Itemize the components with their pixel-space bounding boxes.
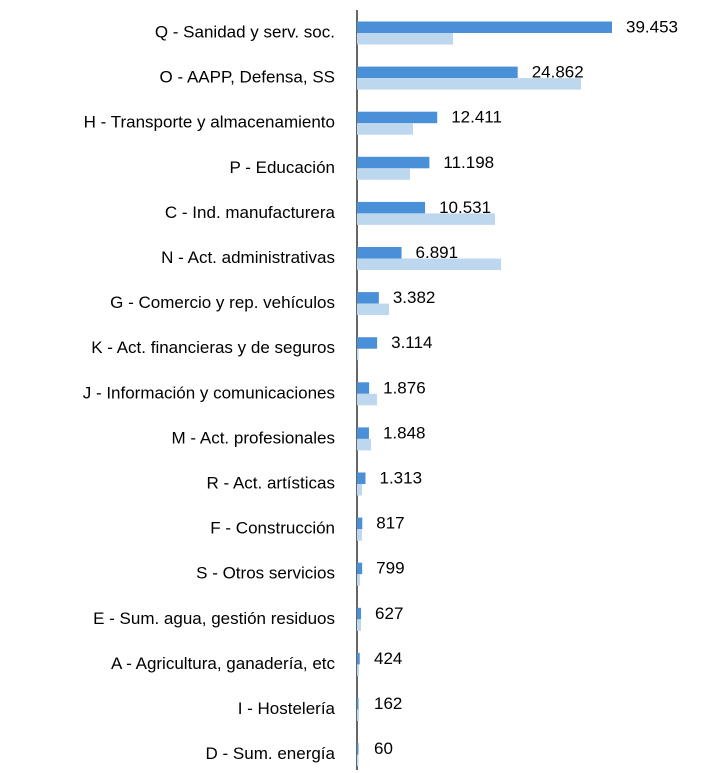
- bar: [357, 529, 362, 541]
- category-label: F - Construcción: [210, 519, 335, 538]
- bar: [357, 698, 359, 710]
- category-label: A - Agricultura, ganadería, etc: [111, 654, 335, 673]
- bar: [357, 562, 363, 575]
- bar: [357, 393, 377, 406]
- bar: [357, 258, 502, 270]
- bar: [357, 348, 359, 361]
- value-label: 3.382: [393, 288, 436, 307]
- category-label: C - Ind. manufacturera: [165, 203, 336, 222]
- bar: [357, 201, 426, 214]
- bar: [357, 619, 362, 631]
- bar: [357, 754, 359, 767]
- value-label: 39.453: [626, 17, 678, 36]
- bar: [357, 382, 370, 394]
- category-label: S - Otros servicios: [196, 564, 335, 583]
- category-label: D - Sum. energía: [206, 744, 336, 763]
- bar: [357, 292, 379, 304]
- bar: [357, 156, 430, 169]
- bar: [357, 574, 360, 586]
- value-label: 799: [376, 559, 404, 578]
- bar: [357, 337, 378, 349]
- value-label: 24.862: [532, 63, 584, 82]
- bar: [357, 303, 389, 316]
- value-label: 11.198: [443, 153, 494, 172]
- value-label: 1.876: [383, 378, 426, 397]
- value-label: 1.848: [383, 423, 426, 442]
- category-label: R - Act. artísticas: [207, 473, 335, 492]
- category-label: I - Hostelería: [238, 699, 336, 718]
- category-label: M - Act. profesionales: [172, 428, 335, 447]
- value-label: 627: [375, 604, 403, 623]
- category-label: P - Educación: [229, 158, 335, 177]
- value-label: 1.313: [379, 468, 422, 487]
- bar: [357, 66, 518, 79]
- bar: [357, 709, 360, 721]
- bar: [357, 213, 495, 225]
- bar: [357, 33, 453, 45]
- bar: [357, 664, 360, 676]
- bar: [357, 168, 410, 180]
- value-label: 60: [374, 739, 393, 758]
- bar: [357, 247, 402, 259]
- category-label: N - Act. administrativas: [161, 248, 335, 267]
- bar: [357, 484, 362, 496]
- bar: [357, 517, 363, 530]
- bar: [357, 472, 366, 484]
- bar: [357, 21, 612, 33]
- bar: [357, 123, 413, 135]
- bar: [357, 78, 581, 90]
- category-label: H - Transporte y almacenamiento: [84, 113, 335, 132]
- value-label: 3.114: [391, 333, 432, 352]
- value-label: 6.891: [416, 243, 459, 262]
- bar: [357, 607, 362, 620]
- category-label: Q - Sanidad y serv. soc.: [155, 22, 335, 41]
- value-label: 817: [376, 514, 404, 533]
- value-label: 424: [374, 649, 402, 668]
- category-label: J - Información y comunicaciones: [83, 383, 335, 402]
- bar: [357, 427, 369, 439]
- bar: [357, 743, 359, 755]
- value-label: 162: [374, 694, 402, 713]
- category-label: K - Act. financieras y de seguros: [91, 338, 335, 357]
- value-label: 12.411: [451, 108, 502, 127]
- category-label: E - Sum. agua, gestión residuos: [93, 609, 335, 628]
- category-label: O - AAPP, Defensa, SS: [160, 68, 335, 87]
- bar: [357, 111, 438, 124]
- bar: [357, 438, 372, 451]
- bar: [357, 652, 360, 665]
- category-label: G - Comercio y rep. vehículos: [110, 293, 335, 312]
- value-label: 10.531: [439, 198, 491, 217]
